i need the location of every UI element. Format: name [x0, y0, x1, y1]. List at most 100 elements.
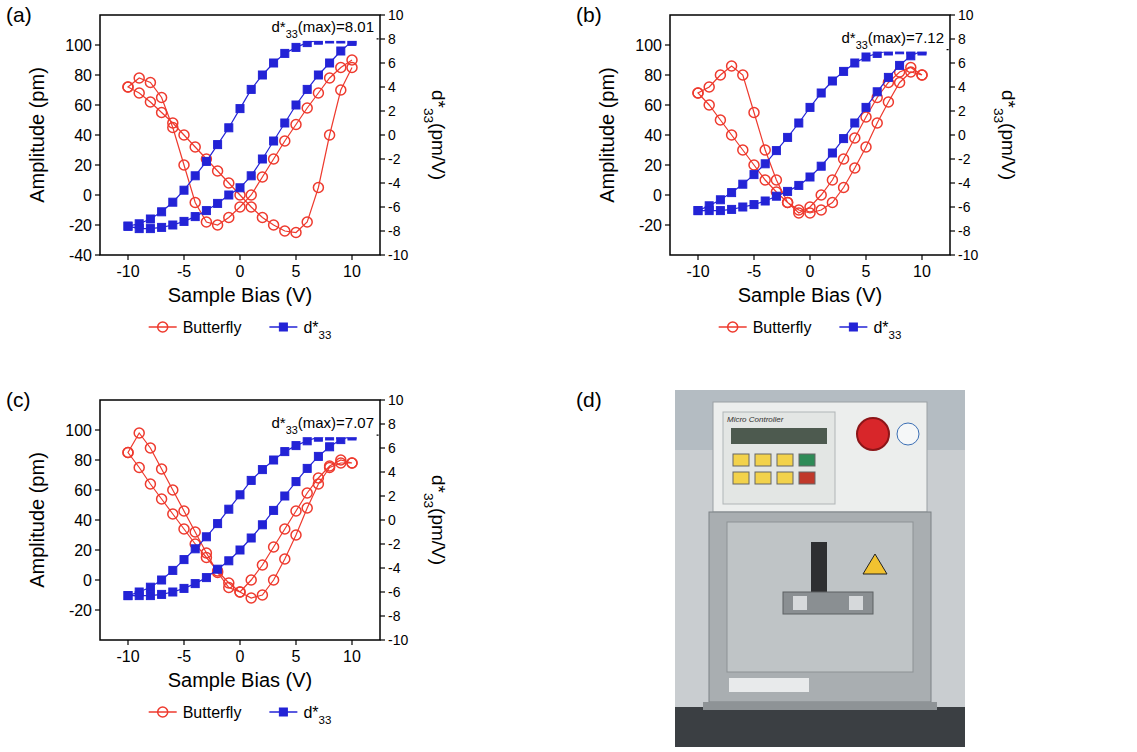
y2-tick-label: 0	[388, 127, 396, 143]
series-line	[128, 39, 352, 229]
data-point	[158, 576, 166, 584]
y2-tick-label: 2	[958, 103, 966, 119]
y2-tick-label: 10	[388, 7, 404, 23]
series-line	[128, 433, 352, 598]
y2-tick	[950, 254, 955, 255]
data-point	[303, 85, 311, 93]
figure: (a)-10-50510-40-20020406080100-10-8-6-4-…	[0, 0, 1137, 752]
y-tick	[95, 519, 100, 520]
x-tick	[127, 640, 128, 645]
data-point	[270, 456, 278, 464]
y-tick-label: 60	[644, 97, 662, 114]
y-tick	[665, 74, 670, 75]
y-axis-title: Amplitude (pm)	[596, 67, 618, 203]
y2-tick-label: -8	[958, 223, 971, 239]
y2-tick-label: -2	[388, 151, 401, 167]
data-point	[750, 201, 758, 209]
data-point	[270, 137, 278, 145]
y-tick	[665, 44, 670, 45]
data-point	[771, 175, 781, 185]
annotation: d*33(max)=7.07	[270, 413, 377, 437]
data-point	[828, 77, 836, 85]
data-point	[236, 546, 244, 554]
data-point	[123, 448, 133, 458]
data-point	[772, 147, 780, 155]
data-point	[738, 70, 748, 80]
data-point	[180, 186, 188, 194]
data-point	[302, 217, 312, 227]
controller-box	[713, 402, 927, 512]
data-point	[146, 225, 154, 233]
x-tick	[183, 640, 184, 645]
y-tick-label: -20	[69, 217, 92, 234]
data-point	[291, 120, 301, 130]
data-point	[817, 89, 825, 97]
x-tick-label: 10	[343, 648, 361, 665]
data-point	[134, 428, 144, 438]
series-square	[694, 46, 926, 215]
y-tick-label: 20	[74, 157, 92, 174]
y-tick-label: 80	[74, 67, 92, 84]
y-tick	[95, 44, 100, 45]
data-point	[270, 59, 278, 67]
y-tick-label: -20	[69, 602, 92, 619]
y2-tick	[380, 495, 385, 496]
y-tick	[95, 609, 100, 610]
data-point	[145, 78, 155, 88]
y2-tick-label: -6	[388, 199, 401, 215]
data-point	[347, 458, 357, 468]
legend: Butterflyd*33	[719, 319, 902, 341]
data-point	[214, 565, 222, 573]
legend-marker	[158, 322, 168, 332]
y-tick	[95, 429, 100, 430]
data-point	[168, 485, 178, 495]
y-tick-label: -20	[639, 217, 662, 234]
data-point	[236, 105, 244, 113]
data-point	[727, 130, 737, 140]
x-tick	[295, 255, 296, 260]
x-tick-label: 10	[913, 263, 931, 280]
data-point	[135, 592, 143, 600]
y2-tick	[380, 423, 385, 424]
data-point	[883, 97, 893, 107]
data-point	[145, 97, 155, 107]
data-point	[693, 88, 703, 98]
legend-line	[149, 326, 177, 328]
y2-tick-label: 0	[958, 127, 966, 143]
y2-tick-label: 6	[388, 55, 396, 71]
data-point	[224, 578, 234, 588]
x-tick-label: -5	[177, 263, 191, 280]
data-point	[280, 524, 290, 534]
x-tick-label: 5	[862, 263, 871, 280]
y-tick	[95, 224, 100, 225]
data-point	[694, 207, 702, 215]
y-tick-label: 20	[74, 542, 92, 559]
data-point	[728, 205, 736, 213]
data-point	[145, 443, 155, 453]
data-point	[257, 590, 267, 600]
x-tick-label: -5	[177, 648, 191, 665]
data-point	[715, 70, 725, 80]
key	[799, 454, 815, 466]
data-point	[246, 202, 256, 212]
y-tick	[95, 194, 100, 195]
y-tick	[95, 104, 100, 105]
key	[733, 472, 749, 484]
data-point	[145, 479, 155, 489]
x-tick	[239, 640, 240, 645]
data-point	[784, 187, 792, 195]
data-point	[214, 520, 222, 528]
data-point	[168, 118, 178, 128]
data-point	[258, 466, 266, 474]
legend-label: d*33	[303, 704, 331, 726]
data-point	[347, 63, 357, 73]
x-tick-label: -10	[116, 263, 139, 280]
data-point	[862, 103, 870, 111]
data-point	[247, 172, 255, 180]
data-point	[157, 93, 167, 103]
chart-panel: (a)-10-50510-40-20020406080100-10-8-6-4-…	[6, 3, 449, 341]
data-layer	[693, 46, 950, 218]
data-point	[236, 491, 244, 499]
y2-axis-title: d*33(pm/V)	[422, 475, 450, 565]
data-point	[303, 464, 311, 472]
